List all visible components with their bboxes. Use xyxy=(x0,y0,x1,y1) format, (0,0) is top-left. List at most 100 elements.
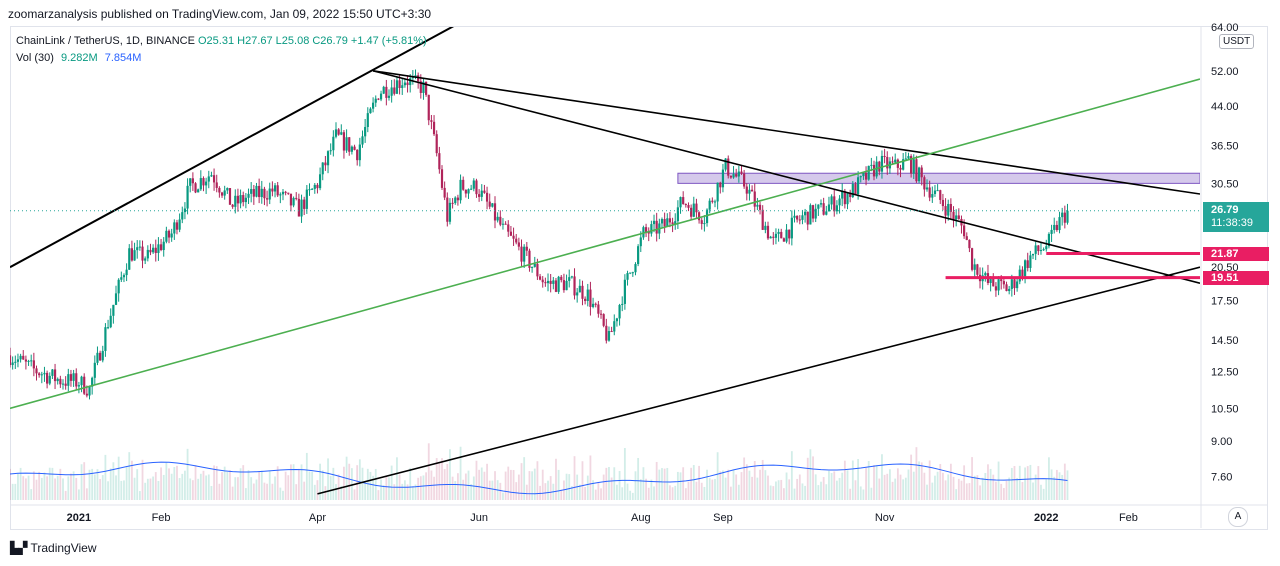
volume-bar xyxy=(340,485,343,500)
candle-body xyxy=(811,205,815,219)
volume-bar xyxy=(54,478,56,500)
candle-body xyxy=(488,201,491,207)
volume-bar xyxy=(1032,482,1034,500)
volume-label[interactable]: Vol (30) xyxy=(16,52,54,64)
candle-body xyxy=(666,218,669,227)
volume-bar xyxy=(748,470,751,500)
candle-body xyxy=(99,352,102,361)
candle-body xyxy=(713,201,717,203)
candle-body xyxy=(117,279,120,294)
candle-body xyxy=(27,360,30,362)
candle-body xyxy=(708,200,711,210)
candle-body xyxy=(867,165,870,180)
volume-bar xyxy=(510,469,512,500)
candle-body xyxy=(493,203,497,221)
last-price-label: 26.79 11:38:39 xyxy=(1203,201,1269,232)
volume-value: 9.282M xyxy=(60,52,98,64)
candle-body xyxy=(1029,255,1032,268)
candle-body xyxy=(801,215,804,220)
volume-bar xyxy=(184,470,186,500)
candle-body xyxy=(313,184,316,189)
volume-bar xyxy=(1013,466,1016,500)
volume-bar xyxy=(268,470,271,500)
volume-bar xyxy=(112,462,115,500)
candle-body xyxy=(120,277,123,280)
volume-bar xyxy=(894,478,897,500)
candle-body xyxy=(342,132,346,151)
candle-body xyxy=(451,202,454,204)
candle-body xyxy=(374,98,377,103)
candle-body xyxy=(364,126,367,137)
volume-bar xyxy=(759,469,761,500)
candle-body xyxy=(740,171,743,174)
volume-bar xyxy=(441,458,443,500)
candle-body xyxy=(425,81,428,95)
candle-body xyxy=(430,120,433,122)
candle-body xyxy=(798,219,801,221)
candle-body xyxy=(265,198,269,200)
volume-bar xyxy=(812,456,814,500)
volume-bar xyxy=(793,488,796,500)
symbol-name[interactable]: ChainLink / TetherUS, 1D, BINANCE xyxy=(16,35,195,47)
resistance-zone xyxy=(677,172,1200,184)
volume-bar xyxy=(242,465,245,500)
candle-body xyxy=(154,247,157,254)
volume-bar xyxy=(292,464,295,500)
candle-body xyxy=(250,189,253,194)
candle-body xyxy=(523,246,526,262)
volume-bar xyxy=(406,484,409,500)
candle-body xyxy=(46,372,49,384)
candle-body xyxy=(936,190,939,192)
candle-body xyxy=(610,331,613,333)
candle-body xyxy=(499,216,502,225)
candle-body xyxy=(382,86,385,94)
candle-body xyxy=(109,315,112,328)
volume-bar xyxy=(348,463,351,500)
tradingview-brand[interactable]: ▙▞ TradingView xyxy=(10,541,97,555)
volume-bar xyxy=(483,471,486,500)
volume-bar xyxy=(973,475,976,500)
volume-bar xyxy=(934,475,936,500)
volume-bar xyxy=(517,474,520,500)
candle-body xyxy=(276,185,279,196)
volume-bar xyxy=(350,468,353,500)
candle-body xyxy=(438,153,441,170)
candle-body xyxy=(827,204,831,212)
volume-bar xyxy=(276,466,279,500)
volume-bar xyxy=(963,465,966,500)
time-tick-label: 2021 xyxy=(67,512,91,524)
candle-body xyxy=(721,169,725,188)
candle-body xyxy=(287,192,290,194)
auto-scale-button[interactable]: A xyxy=(1228,507,1248,527)
volume-bar xyxy=(239,468,242,500)
candle-body xyxy=(552,280,555,284)
candle-body xyxy=(520,246,523,262)
candle-body xyxy=(295,197,298,199)
volume-bar xyxy=(944,480,947,500)
candle-body xyxy=(340,132,343,135)
volume-bar xyxy=(735,474,738,500)
price-tick-label: 9.00 xyxy=(1211,436,1232,448)
candle-body xyxy=(358,144,361,161)
volume-bar xyxy=(1063,463,1066,500)
candle-body xyxy=(1023,260,1027,277)
currency-unit-badge[interactable]: USDT xyxy=(1219,34,1255,49)
volume-bar xyxy=(920,462,923,500)
volume-bar xyxy=(75,477,78,500)
candle-body xyxy=(788,229,791,239)
candle-body xyxy=(597,304,600,314)
candle-body xyxy=(406,82,409,86)
candle-body xyxy=(501,223,505,225)
candle-body xyxy=(178,219,181,230)
volume-bar xyxy=(841,472,844,500)
candle-body xyxy=(584,298,587,301)
candle-body xyxy=(965,236,968,240)
candle-body xyxy=(435,134,438,154)
volume-bar xyxy=(329,476,332,500)
candle-body xyxy=(968,239,971,249)
candle-body xyxy=(96,352,99,363)
candle-body xyxy=(1018,269,1021,282)
volume-bar xyxy=(223,466,226,500)
candle-body xyxy=(101,350,104,361)
